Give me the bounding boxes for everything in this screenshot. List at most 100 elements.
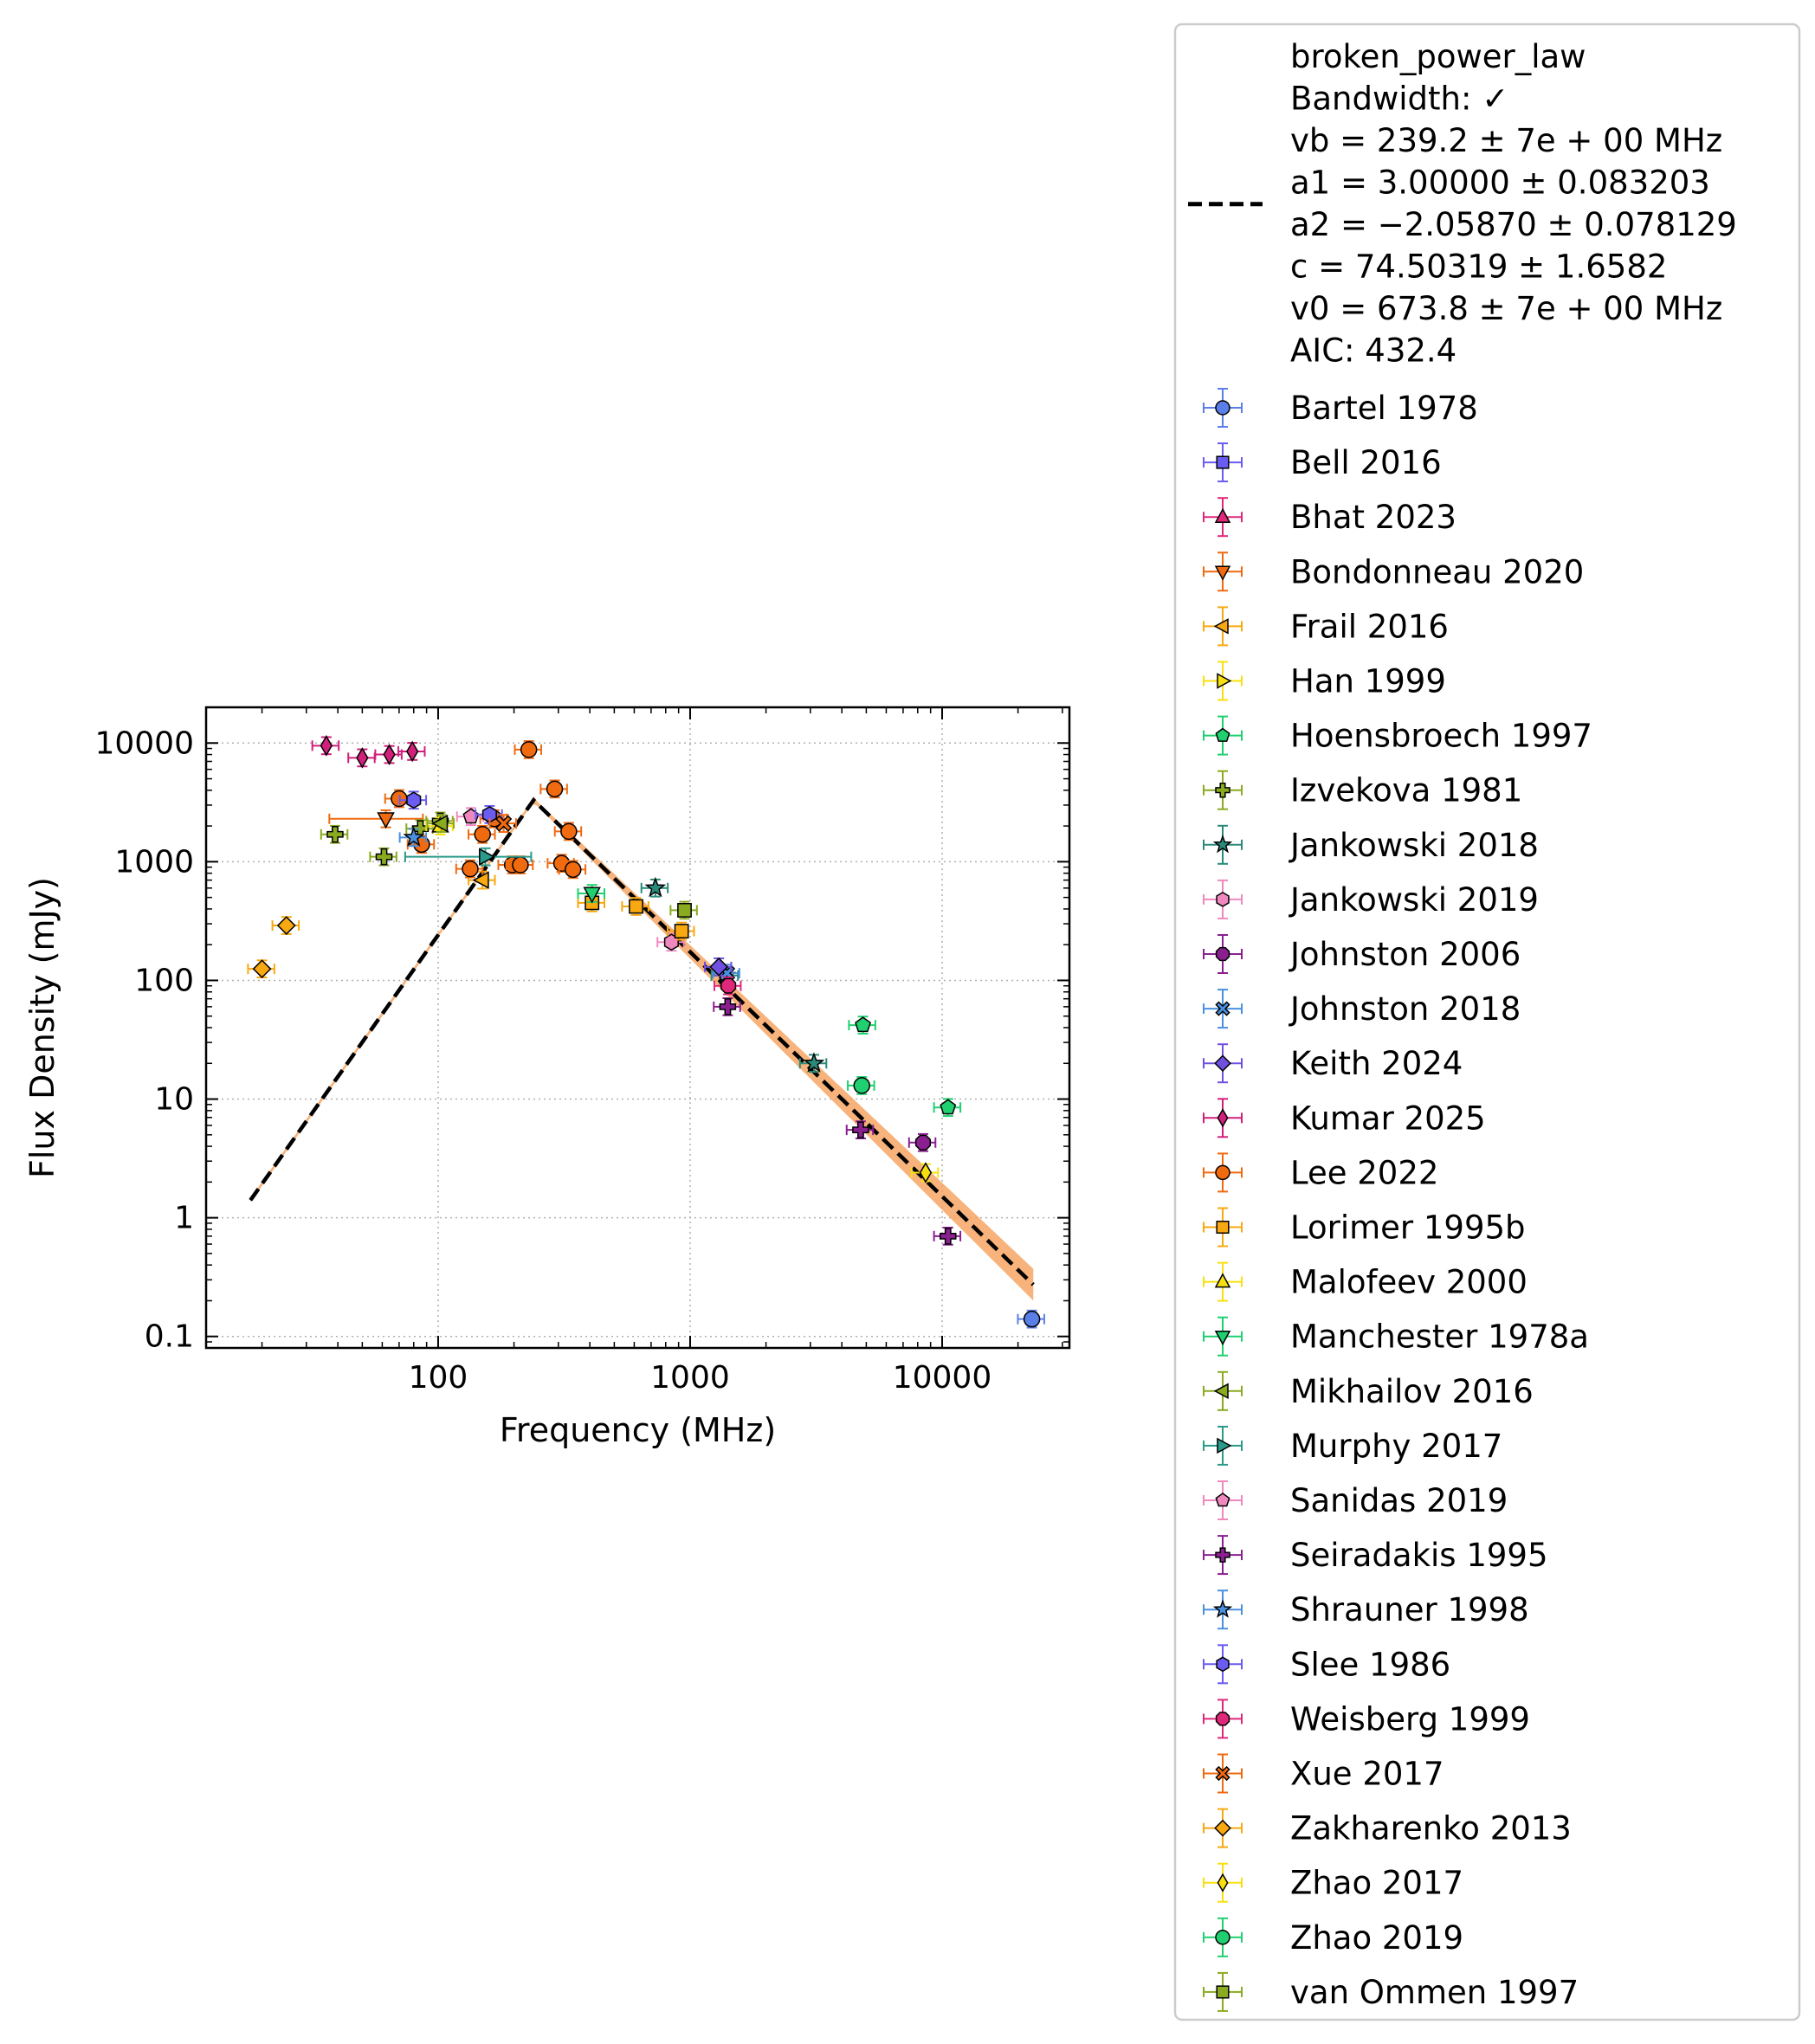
data-point: [558, 860, 587, 880]
legend-entry: Zakharenko 2013: [1203, 1808, 1572, 1848]
data-marker: [546, 780, 564, 798]
data-marker: [583, 887, 601, 904]
data-marker: [512, 856, 529, 874]
legend-fit-text: vb = 239.2 ± 7e + 00 MHz: [1290, 122, 1722, 159]
x-tick-label: 10000: [893, 1360, 992, 1396]
data-marker: [1023, 1310, 1041, 1328]
legend-fit-text: a1 = 3.00000 ± 0.083203: [1290, 164, 1710, 202]
legend-label: Frail 2016: [1290, 608, 1449, 645]
y-tick-label: 10: [154, 1082, 194, 1118]
x-axis-label: Frequency (MHz): [500, 1411, 776, 1449]
legend-marker: [1216, 455, 1230, 469]
data-point: [577, 884, 606, 904]
legend-marker: [1215, 1930, 1230, 1945]
legend-label: Zakharenko 2013: [1290, 1810, 1572, 1847]
data-marker: [252, 959, 272, 979]
data-marker: [276, 916, 296, 936]
fit-line: [249, 796, 1035, 1286]
data-marker: [940, 1228, 957, 1245]
legend-marker: [1213, 1383, 1229, 1400]
legend-entry: Slee 1986: [1203, 1644, 1450, 1685]
data-marker: [720, 977, 737, 994]
legend-marker: [1216, 1985, 1230, 1999]
legend-entry: Bell 2016: [1203, 442, 1442, 483]
legend-entry: Johnston 2018: [1203, 989, 1521, 1029]
data-point: [311, 735, 340, 757]
legend-entry: Keith 2024: [1203, 1043, 1463, 1084]
data-marker: [403, 826, 425, 847]
legend-label: Lorimer 1995b: [1290, 1209, 1526, 1247]
legend-entry: Zhao 2017: [1203, 1862, 1463, 1903]
legend-label: Zhao 2019: [1290, 1919, 1463, 1957]
legend-label: Weisberg 1999: [1290, 1700, 1530, 1738]
data-point: [513, 740, 543, 759]
data-point: [247, 959, 275, 979]
data-point: [910, 1162, 940, 1183]
data-marker: [472, 871, 489, 889]
data-point: [713, 976, 742, 996]
grid-lines: [206, 707, 1069, 1348]
x-tick-label: 100: [409, 1360, 468, 1396]
legend-marker: [1217, 673, 1232, 689]
y-tick-label: 100: [134, 963, 194, 998]
data-marker: [914, 1134, 932, 1151]
legend-entry: Kumar 2025: [1203, 1098, 1486, 1138]
data-marker: [940, 1099, 957, 1115]
legend-label: Seiradakis 1995: [1290, 1537, 1547, 1574]
legend-label: Kumar 2025: [1290, 1099, 1486, 1137]
data-point: [669, 900, 698, 920]
legend-fit-text: v0 = 673.8 ± 7e + 00 MHz: [1290, 290, 1722, 327]
legend-entry: Seiradakis 1995: [1203, 1535, 1547, 1576]
data-marker: [462, 808, 480, 824]
legend-label: van Ommen 1997: [1290, 1974, 1579, 2011]
data-point: [369, 847, 397, 867]
legend-label: Slee 1986: [1290, 1646, 1450, 1683]
legend-entry: Jankowski 2019: [1203, 879, 1539, 919]
data-point: [320, 824, 349, 844]
legend-marker: [1217, 1873, 1229, 1892]
legend-entry: Han 1999: [1203, 661, 1446, 701]
legend-label: Keith 2024: [1290, 1045, 1463, 1082]
data-marker: [560, 822, 578, 841]
legend-marker: [1212, 1599, 1233, 1618]
data-points: [247, 735, 1045, 1329]
legend-label: Johnston 2018: [1289, 990, 1521, 1028]
data-marker: [462, 860, 479, 878]
legend-entry: van Ommen 1997: [1203, 1971, 1579, 2012]
legend-entry: Izvekova 1981: [1203, 770, 1522, 810]
legend-label: Izvekova 1981: [1290, 772, 1522, 809]
data-marker: [495, 815, 513, 832]
data-point: [848, 1016, 876, 1035]
data-point: [328, 809, 424, 829]
legend-marker: [1214, 1273, 1231, 1288]
legend-label: Han 1999: [1290, 663, 1446, 700]
y-axis-label: Flux Density (mJy): [23, 877, 61, 1178]
data-point: [845, 1120, 875, 1139]
legend-label: Manchester 1978a: [1290, 1319, 1589, 1356]
data-marker: [479, 848, 496, 866]
legend-label: Bhat 2023: [1290, 499, 1457, 536]
data-marker: [803, 1052, 825, 1073]
data-point: [398, 790, 428, 810]
data-marker: [375, 848, 393, 866]
legend-marker: [1217, 1108, 1229, 1128]
legend-label: Hoensbroech 1997: [1290, 718, 1592, 755]
legend-entry: Xue 2017: [1203, 1753, 1444, 1794]
data-marker: [320, 735, 333, 757]
data-point: [397, 740, 426, 763]
data-marker: [853, 1077, 870, 1094]
legend-fit-text: Bandwidth: ✓: [1290, 81, 1508, 118]
data-marker: [406, 740, 419, 763]
legend-label: Johnston 2006: [1289, 936, 1521, 973]
legend-marker: [1215, 1547, 1230, 1563]
y-tick-label: 10000: [94, 725, 194, 761]
data-point: [468, 824, 496, 844]
legend-label: Mikhailov 2016: [1290, 1373, 1534, 1410]
legend-entry: Mikhailov 2016: [1203, 1370, 1534, 1411]
legend-label: Jankowski 2019: [1289, 881, 1539, 919]
legend-entry: Bondonneau 2020: [1203, 551, 1584, 592]
data-point: [426, 814, 455, 834]
fit-band: [250, 796, 1034, 1301]
data-point: [621, 897, 649, 916]
